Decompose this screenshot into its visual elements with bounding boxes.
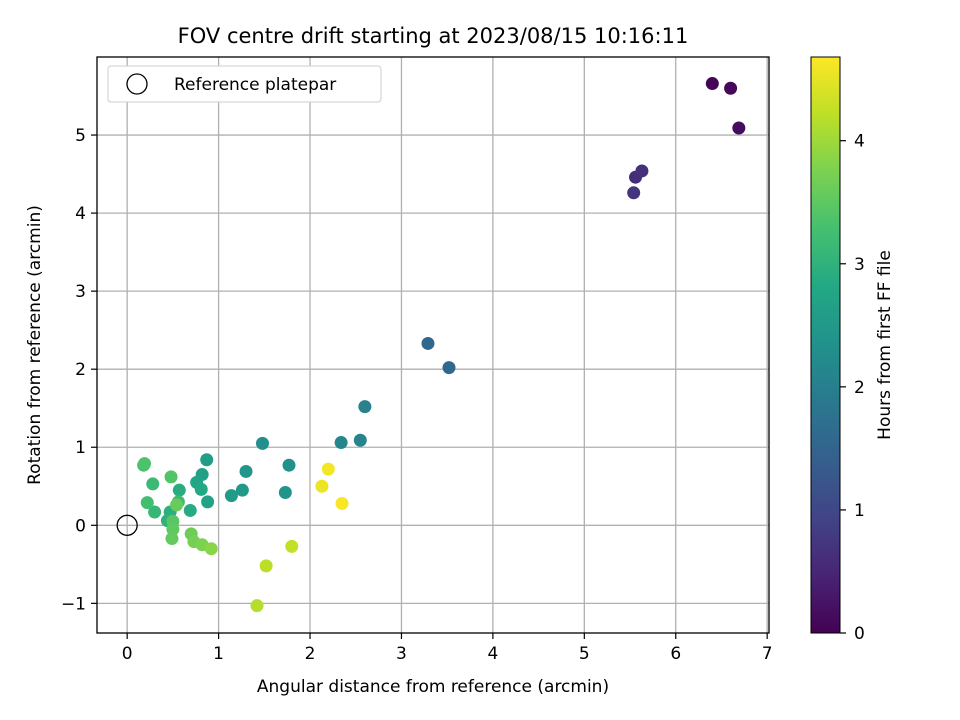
data-point (146, 477, 160, 491)
data-point (627, 186, 641, 200)
x-tick-label: 4 (487, 644, 498, 664)
data-point (335, 496, 349, 510)
y-axis-ticks: −1 0 1 2 3 4 5 (61, 126, 97, 614)
data-point (724, 81, 738, 95)
data-point (204, 542, 218, 556)
y-tick-label: 1 (75, 438, 86, 458)
chart-title: FOV centre drift starting at 2023/08/15 … (178, 24, 689, 48)
data-point (259, 559, 273, 573)
x-tick-label: 5 (579, 644, 590, 664)
data-point (732, 121, 746, 135)
colorbar-tick-label: 4 (854, 132, 865, 152)
data-point (235, 483, 249, 497)
data-point (358, 400, 372, 414)
colorbar-gradient (810, 56, 841, 634)
legend-box (107, 65, 382, 103)
data-point (282, 458, 296, 472)
x-tick-label: 6 (670, 644, 681, 664)
data-point (148, 505, 162, 519)
legend-marker (126, 73, 148, 95)
y-tick-label: −1 (61, 594, 86, 614)
data-point (705, 77, 719, 91)
x-tick-label: 3 (396, 644, 407, 664)
data-point (164, 470, 178, 484)
data-point (201, 495, 215, 509)
colorbar-tick-label: 0 (854, 624, 865, 644)
x-tick-label: 1 (213, 644, 224, 664)
data-point (278, 486, 292, 500)
plot-frame (96, 56, 770, 634)
x-tick-label: 7 (762, 644, 773, 664)
legend: Reference platepar (107, 65, 382, 103)
y-tick-label: 0 (75, 516, 86, 536)
data-point (635, 164, 649, 178)
grid (97, 57, 769, 633)
x-tick-label: 2 (305, 644, 316, 664)
data-point (224, 489, 238, 503)
data-point (170, 498, 184, 512)
legend-label: Reference platepar (174, 75, 336, 95)
reference-point-marker (116, 514, 138, 536)
data-point (138, 457, 152, 471)
data-point (172, 483, 186, 497)
colorbar: 0 1 2 3 4 Hours from first FF file (810, 56, 895, 644)
data-point (421, 336, 435, 350)
data-point (334, 436, 348, 450)
data-point (285, 539, 299, 553)
y-tick-label: 3 (75, 282, 86, 302)
y-tick-label: 4 (75, 204, 86, 224)
data-point (321, 462, 335, 476)
data-point (183, 503, 197, 517)
x-tick-label: 0 (122, 644, 133, 664)
scatter-points (137, 77, 746, 613)
data-point (250, 599, 264, 613)
data-point (165, 532, 179, 546)
data-point (239, 464, 253, 478)
colorbar-ticks: 0 1 2 3 4 (840, 132, 865, 644)
x-axis-ticks: 0 1 2 3 4 5 6 7 (122, 633, 773, 664)
colorbar-label: Hours from first FF file (875, 250, 895, 440)
data-point (194, 482, 208, 496)
y-tick-label: 2 (75, 360, 86, 380)
data-point (200, 453, 214, 467)
y-tick-label: 5 (75, 126, 86, 146)
y-axis-label: Rotation from reference (arcmin) (25, 205, 45, 485)
data-point (442, 361, 456, 375)
data-point (255, 436, 269, 450)
data-point (353, 433, 367, 447)
x-axis-label: Angular distance from reference (arcmin) (257, 677, 609, 697)
data-point (166, 522, 180, 536)
colorbar-tick-label: 3 (854, 255, 865, 275)
colorbar-tick-label: 2 (854, 378, 865, 398)
colorbar-tick-label: 1 (854, 501, 865, 521)
data-point (315, 479, 329, 493)
data-point (140, 496, 154, 510)
